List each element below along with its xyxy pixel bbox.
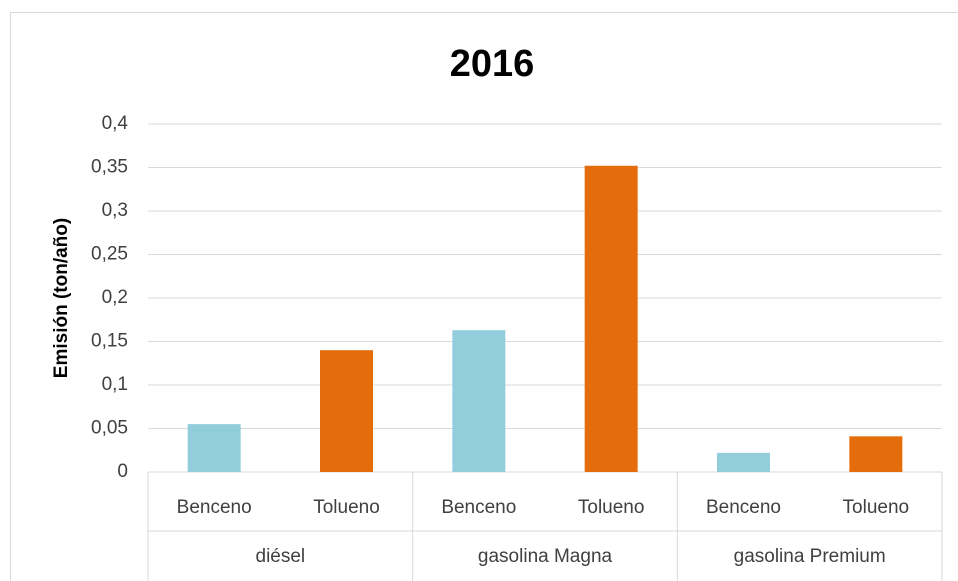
y-tick-label: 0 bbox=[117, 461, 128, 482]
x-tick-label: Benceno bbox=[441, 497, 516, 518]
group-label: gasolina Premium bbox=[734, 546, 886, 567]
y-tick-label: 0,35 bbox=[91, 157, 128, 178]
y-tick-label: 0,3 bbox=[102, 200, 128, 221]
y-tick-label: 0,1 bbox=[102, 374, 128, 395]
bar bbox=[717, 452, 770, 472]
group-label: diésel bbox=[256, 546, 306, 567]
group-label: gasolina Magna bbox=[478, 546, 613, 567]
bar bbox=[849, 436, 903, 472]
y-tick-label: 0,05 bbox=[91, 418, 128, 439]
bar bbox=[187, 424, 241, 472]
x-tick-label: Tolueno bbox=[578, 497, 645, 518]
chart-frame bbox=[10, 12, 958, 581]
y-tick-label: 0,25 bbox=[91, 244, 128, 265]
y-tick-label: 0,15 bbox=[91, 331, 128, 352]
y-tick-label: 0,2 bbox=[102, 287, 128, 308]
x-tick-label: Benceno bbox=[706, 497, 781, 518]
chart-title: 2016 bbox=[450, 43, 535, 85]
x-tick-label: Benceno bbox=[177, 497, 252, 518]
bar bbox=[452, 330, 506, 472]
bar bbox=[320, 350, 373, 472]
y-tick-label: 0,4 bbox=[102, 113, 129, 134]
x-tick-label: Tolueno bbox=[843, 497, 910, 518]
x-tick-label: Tolueno bbox=[313, 497, 380, 518]
bar bbox=[584, 165, 638, 472]
y-axis-label: Emisión (ton/año) bbox=[51, 218, 72, 378]
